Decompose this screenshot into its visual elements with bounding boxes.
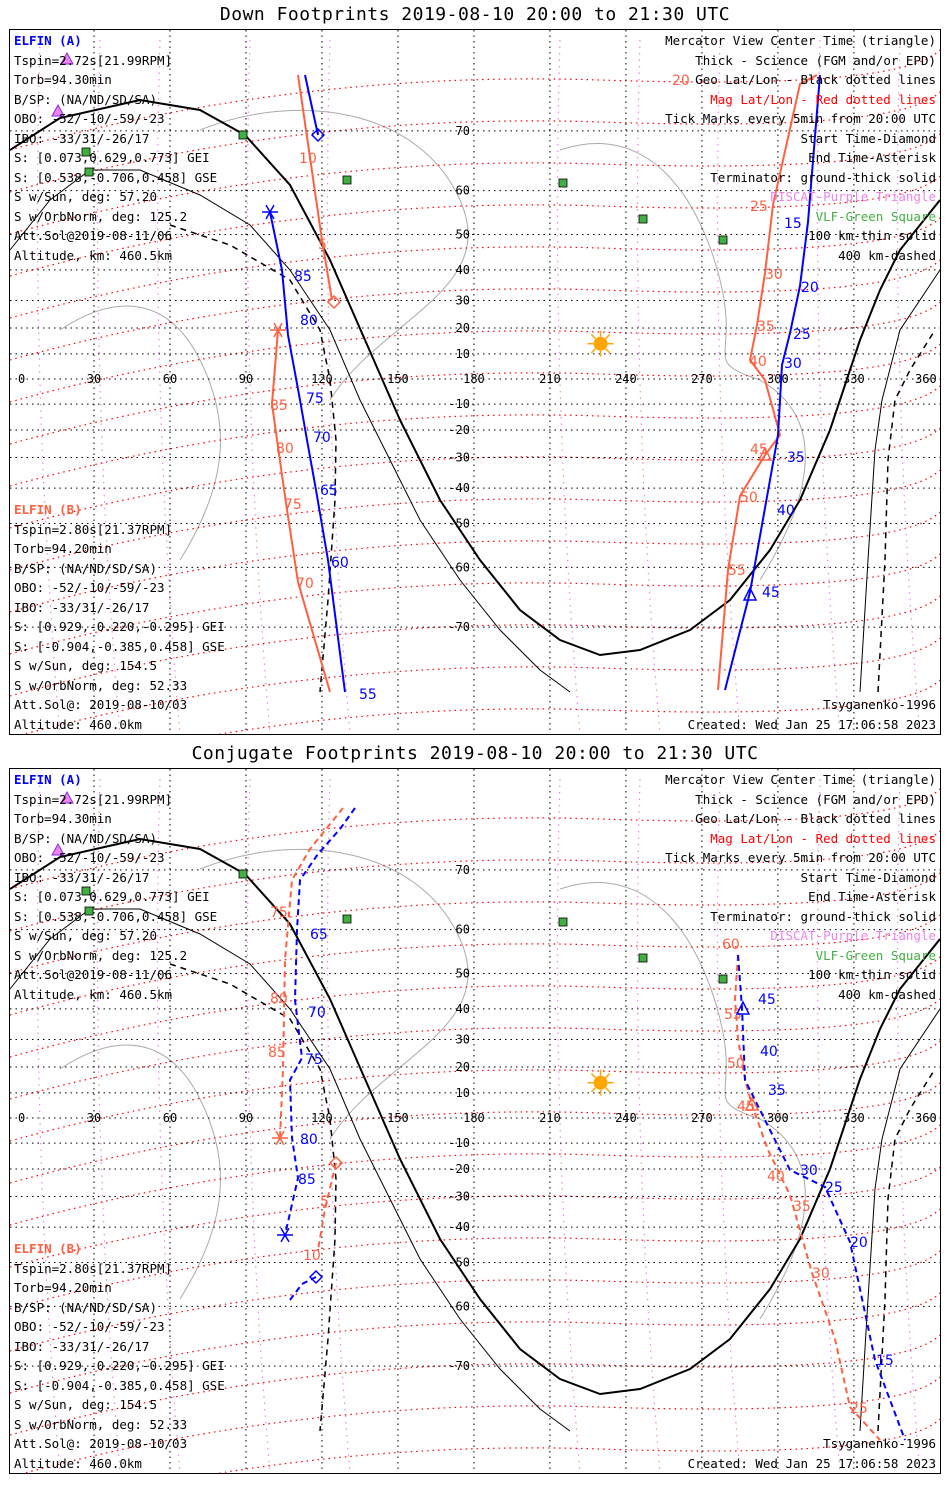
footer-info: Tsyganenko-1996 Created: Wed Jan 25 17:06… bbox=[688, 1434, 936, 1473]
legend-item: Mag Lat/Lon - Red dotted lines bbox=[710, 91, 936, 107]
info-line: Altitude: 460.0km bbox=[14, 1455, 142, 1471]
legend-item: Terminator: ground-thick solid bbox=[710, 169, 936, 185]
elfin-a-info: ELFIN (A) Tspin=2.72s[21.99RPM] Torb=94.30… bbox=[14, 770, 217, 1004]
info-line: Torb=94.20min bbox=[14, 1280, 112, 1295]
legend-item: Thick - Science (FGM and/or EPD) bbox=[695, 52, 936, 68]
spacecraft-name: ELFIN (B) bbox=[14, 1241, 82, 1256]
info-line: Tspin=2.72s[21.99RPM] bbox=[14, 52, 173, 68]
legend-item: DISCAT-Purple Triangle bbox=[770, 928, 936, 943]
info-line: B/SP: (NA/ND/SD/SA) bbox=[14, 560, 157, 576]
info-line: Att.Sol@2019-08-11/06 bbox=[14, 967, 173, 982]
info-line: IBO: -33/31/-26/17 bbox=[14, 869, 150, 885]
info-line: Torb=94.30min bbox=[14, 811, 112, 826]
legend-item: Geo Lat/Lon - Black dotted lines bbox=[695, 72, 936, 87]
info-line: Altitude, km: 460.5km bbox=[14, 986, 173, 1002]
info-line: OBO: -52/-10/-59/-23 bbox=[14, 850, 165, 865]
legend-item: End Time-Asterisk bbox=[808, 889, 936, 904]
model-text: Tsyganenko-1996 bbox=[823, 697, 936, 712]
info-line: B/SP: (NA/ND/SD/SA) bbox=[14, 830, 157, 846]
legend-item: 400 km-dashed bbox=[838, 986, 936, 1002]
info-line: S: [0.538,-0.706,0.458] GSE bbox=[14, 169, 218, 185]
legend-item: 400 km-dashed bbox=[838, 247, 936, 263]
legend-item: Mercator View Center Time (triangle) bbox=[665, 772, 936, 787]
legend-item: VLF-Green Square bbox=[815, 947, 936, 963]
info-line: S: [0.073,0.629,0.773] GEI bbox=[14, 150, 210, 165]
info-line: S: [-0.904,-0.385,0.458] GSE bbox=[14, 638, 225, 654]
info-line: Tspin=2.72s[21.99RPM] bbox=[14, 791, 173, 807]
legend-item: Mag Lat/Lon - Red dotted lines bbox=[710, 830, 936, 846]
legend-item: Terminator: ground-thick solid bbox=[710, 908, 936, 924]
panel-title: Conjugate Footprints 2019-08-10 20:00 to… bbox=[191, 743, 759, 764]
info-line: S w/OrbNorm, deg: 52.33 bbox=[14, 677, 188, 693]
legend-item: Mercator View Center Time (triangle) bbox=[665, 33, 936, 48]
conjugate-footprints-panel bbox=[9, 768, 941, 1474]
legend: Mercator View Center Time (triangle) Thic… bbox=[665, 770, 936, 1004]
down-footprints-panel bbox=[9, 29, 941, 735]
spacecraft-name: ELFIN (A) bbox=[14, 33, 82, 48]
info-line: S w/Sun, deg: 57.20 bbox=[14, 928, 157, 943]
info-line: IBO: -33/31/-26/17 bbox=[14, 1338, 150, 1354]
legend-item: Thick - Science (FGM and/or EPD) bbox=[695, 791, 936, 807]
created-text: Created: Wed Jan 25 17:06:58 2023 bbox=[687, 1455, 936, 1471]
info-line: S w/Sun, deg: 154.5 bbox=[14, 1397, 157, 1412]
info-line: OBO: -52/-10/-59/-23 bbox=[14, 1319, 165, 1334]
legend-item: Geo Lat/Lon - Black dotted lines bbox=[695, 811, 936, 826]
info-line: Tspin=2.80s[21.37RPM] bbox=[14, 1260, 173, 1276]
info-line: S: [0.929,-0.220,-0.295] GEI bbox=[14, 1358, 225, 1373]
info-line: S w/OrbNorm, deg: 125.2 bbox=[14, 947, 188, 963]
info-line: S: [0.073,0.629,0.773] GEI bbox=[14, 889, 210, 904]
legend-item: End Time-Asterisk bbox=[808, 150, 936, 165]
info-line: S w/OrbNorm, deg: 125.2 bbox=[14, 208, 188, 224]
elfin-a-info: ELFIN (A) Tspin=2.72s[21.99RPM] Torb=94.30… bbox=[14, 31, 217, 265]
info-line: OBO: -52/-10/-59/-23 bbox=[14, 111, 165, 126]
info-line: OBO: -52/-10/-59/-23 bbox=[14, 580, 165, 595]
info-line: S: [0.929,-0.220,-0.295] GEI bbox=[14, 619, 225, 634]
legend-item: DISCAT-Purple Triangle bbox=[770, 189, 936, 204]
legend-item: Tick Marks every 5min from 20:00 UTC bbox=[665, 111, 936, 126]
info-line: Altitude, km: 460.5km bbox=[14, 247, 173, 263]
info-line: Torb=94.30min bbox=[14, 72, 112, 87]
footer-info: Tsyganenko-1996 Created: Wed Jan 25 17:06… bbox=[688, 695, 936, 734]
legend-item: Tick Marks every 5min from 20:00 UTC bbox=[665, 850, 936, 865]
info-line: Altitude: 460.0km bbox=[14, 716, 142, 732]
info-line: S: [0.538,-0.706,0.458] GSE bbox=[14, 908, 218, 924]
spacecraft-name: ELFIN (A) bbox=[14, 772, 82, 787]
spacecraft-name: ELFIN (B) bbox=[14, 502, 82, 517]
legend-item: Start Time-Diamond bbox=[800, 130, 936, 146]
info-line: S w/OrbNorm, deg: 52.33 bbox=[14, 1416, 188, 1432]
elfin-b-info: ELFIN (B) Tspin=2.80s[21.37RPM] Torb=94.20… bbox=[14, 1239, 225, 1473]
legend-item: VLF-Green Square bbox=[815, 208, 936, 224]
info-line: IBO: -33/31/-26/17 bbox=[14, 130, 150, 146]
legend-item: 100 km-thin solid bbox=[808, 967, 936, 982]
panel-title: Down Footprints 2019-08-10 20:00 to 21:3… bbox=[219, 4, 731, 25]
info-line: Tspin=2.80s[21.37RPM] bbox=[14, 521, 173, 537]
info-line: Att.Sol@: 2019-08-10/03 bbox=[14, 1436, 188, 1451]
info-line: B/SP: (NA/ND/SD/SA) bbox=[14, 1299, 157, 1315]
info-line: IBO: -33/31/-26/17 bbox=[14, 599, 150, 615]
info-line: Att.Sol@2019-08-11/06 bbox=[14, 228, 173, 243]
info-line: S w/Sun, deg: 57.20 bbox=[14, 189, 157, 204]
info-line: Torb=94.20min bbox=[14, 541, 112, 556]
legend: Mercator View Center Time (triangle) Thic… bbox=[665, 31, 936, 265]
created-text: Created: Wed Jan 25 17:06:58 2023 bbox=[687, 716, 936, 732]
legend-item: Start Time-Diamond bbox=[800, 869, 936, 885]
info-line: S w/Sun, deg: 154.5 bbox=[14, 658, 157, 673]
legend-item: 100 km-thin solid bbox=[808, 228, 936, 243]
elfin-b-info: ELFIN (B) Tspin=2.80s[21.37RPM] Torb=94.20… bbox=[14, 500, 225, 734]
info-line: B/SP: (NA/ND/SD/SA) bbox=[14, 91, 157, 107]
info-line: Att.Sol@: 2019-08-10/03 bbox=[14, 697, 188, 712]
model-text: Tsyganenko-1996 bbox=[823, 1436, 936, 1451]
info-line: S: [-0.904,-0.385,0.458] GSE bbox=[14, 1377, 225, 1393]
